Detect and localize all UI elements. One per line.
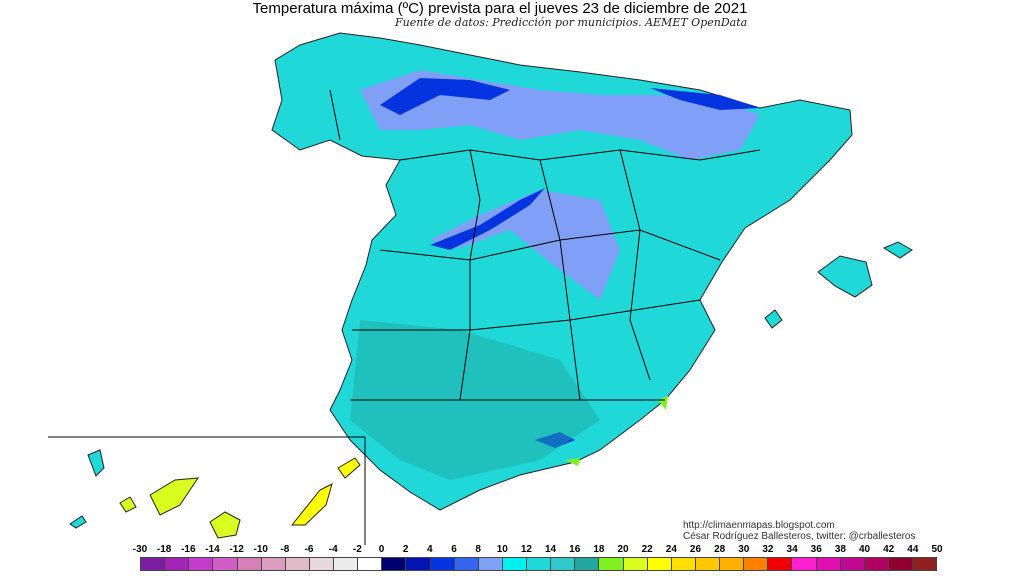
- legend-label: -6: [304, 544, 314, 555]
- legend-swatch: [647, 558, 672, 570]
- legend-label: 26: [689, 544, 702, 555]
- canaria-lanzarote: [337, 457, 361, 479]
- legend-label: 28: [714, 544, 726, 555]
- legend-label: -18: [156, 544, 172, 555]
- legend-swatch: [792, 558, 817, 570]
- legend-label: -2: [352, 544, 362, 555]
- legend-label: 42: [883, 544, 895, 555]
- legend-swatch: [213, 558, 238, 570]
- legend-label: 16: [569, 544, 581, 555]
- legend-swatch: [864, 558, 889, 570]
- canaria-hierro: [69, 515, 87, 529]
- canaria-gomera: [119, 496, 137, 513]
- cantabrian-coldest-zone: [380, 78, 510, 115]
- ibiza: [764, 309, 783, 329]
- legend-label: 36: [810, 544, 822, 555]
- legend-swatch: [816, 558, 841, 570]
- legend-label: -16: [181, 544, 196, 555]
- color-legend: -30 -18 -16 -14 -12 -10 -8 -6 -4 -2 0 2 4 6 8 10 12 14 16 1…: [133, 544, 943, 571]
- legend-label: -4: [328, 544, 338, 555]
- legend-swatch: [599, 558, 624, 570]
- legend-label: 34: [786, 544, 798, 555]
- map-subtitle: Fuente de datos: Predicción por municipi…: [395, 16, 748, 29]
- legend-label: 44: [907, 544, 919, 555]
- legend-swatch: [334, 558, 359, 570]
- legend-swatch: [623, 558, 648, 570]
- legend-swatch: [768, 558, 793, 570]
- legend-swatch: [551, 558, 576, 570]
- legend-swatch: [165, 558, 190, 570]
- legend-swatch: [888, 558, 913, 570]
- legend-label: 32: [762, 544, 774, 555]
- legend-label: 4: [427, 544, 433, 555]
- legend-label: 30: [738, 544, 750, 555]
- legend-label: 50: [931, 544, 943, 555]
- legend-label: 0: [378, 544, 385, 555]
- legend-label: -10: [253, 544, 268, 555]
- legend-label: -8: [280, 544, 290, 555]
- legend-label: 38: [834, 544, 846, 555]
- legend-swatch: [744, 558, 769, 570]
- legend-swatch: [527, 558, 552, 570]
- legend-swatch: [575, 558, 600, 570]
- legend-swatch: [720, 558, 745, 570]
- legend-swatch: [454, 558, 479, 570]
- legend-swatch: [237, 558, 262, 570]
- legend-swatch: [840, 558, 865, 570]
- legend-swatch: [502, 558, 527, 570]
- legend-label: 8: [475, 544, 481, 555]
- mallorca: [817, 255, 873, 298]
- credits-author: César Rodríguez Ballesteros, twitter: @c…: [683, 531, 916, 542]
- legend-swatch: [261, 558, 286, 570]
- legend-swatch: [478, 558, 503, 570]
- legend-swatch: [141, 558, 166, 570]
- legend-label: 12: [520, 544, 532, 555]
- credits-url[interactable]: http://climaenmapas.blogspot.com: [683, 520, 835, 531]
- legend-label: 24: [665, 544, 677, 555]
- malaga-warm-spot: [565, 458, 580, 466]
- legend-swatch: [913, 558, 937, 570]
- canaria-tenerife: [149, 477, 199, 516]
- legend-label: 18: [593, 544, 605, 555]
- legend-label: -30: [132, 544, 148, 555]
- legend-label: 14: [545, 544, 557, 555]
- legend-swatch: [285, 558, 310, 570]
- central-system-coldest-zone: [430, 188, 545, 250]
- legend-swatch: [358, 558, 383, 570]
- legend-label: 40: [858, 544, 871, 555]
- legend-label: -14: [205, 544, 220, 555]
- legend-label: 6: [451, 544, 457, 555]
- legend-label: 10: [496, 544, 508, 555]
- canaria-gran-canaria: [209, 511, 241, 539]
- legend-bar: [140, 557, 937, 571]
- canarias-inset-frame: [48, 436, 366, 545]
- pyrenees-coldest-zone: [650, 88, 760, 110]
- legend-label: 20: [617, 544, 629, 555]
- legend-label: 22: [641, 544, 653, 555]
- legend-label: 2: [402, 544, 409, 555]
- legend-swatch: [382, 558, 407, 570]
- map-title: Temperatura máxima (ºC) prevista para el…: [252, 0, 748, 17]
- legend-swatch: [671, 558, 696, 570]
- legend-labels: -30 -18 -16 -14 -12 -10 -8 -6 -4 -2 0 2 4 6 8 10 12 14 16 1…: [133, 544, 943, 556]
- menorca: [882, 241, 913, 259]
- legend-swatch: [430, 558, 455, 570]
- legend-swatch: [309, 558, 334, 570]
- legend-swatch: [189, 558, 214, 570]
- canaria-fuerteventura: [290, 483, 333, 526]
- legend-label: -12: [229, 544, 244, 555]
- legend-swatch: [406, 558, 431, 570]
- canaria-la-palma: [87, 449, 105, 477]
- legend-swatch: [695, 558, 720, 570]
- province-borders: [329, 89, 761, 401]
- credits: http://climaenmapas.blogspot.com César R…: [683, 520, 915, 542]
